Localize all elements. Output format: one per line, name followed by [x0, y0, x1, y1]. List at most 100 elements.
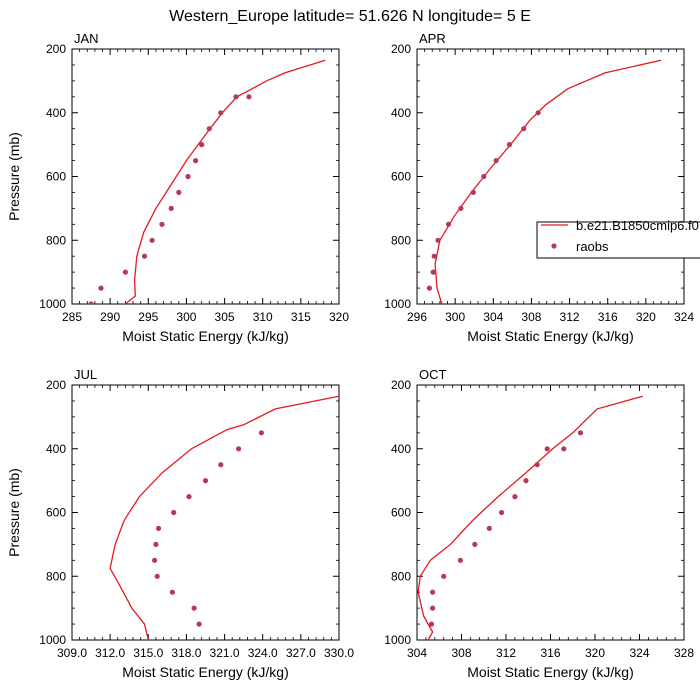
- panel-label: JUL: [74, 367, 97, 382]
- x-tick-label: 285: [62, 310, 82, 324]
- panel-oct: 304 308 312 316 320 324 328 200 400 600 800 1000 OCT…: [384, 367, 694, 680]
- obs-point: [470, 189, 476, 195]
- obs-point: [168, 205, 174, 211]
- figure-title: Western_Europe latitude= 51.626 N longit…: [169, 8, 531, 25]
- model-line: [109, 395, 339, 640]
- x-tick-label: 316: [540, 646, 560, 660]
- x-tick-label: 318.0: [171, 646, 201, 660]
- x-axis-title: Moist Static Energy (kJ/kg): [467, 328, 634, 344]
- x-tick-label: 304: [483, 310, 503, 324]
- obs-point: [193, 158, 199, 164]
- panel-jan: 285 290 295 300 305 310 315 320 200 400 600 800 1000…: [6, 31, 349, 344]
- obs-point: [472, 541, 478, 548]
- y-tick-label: 400: [46, 442, 66, 456]
- x-tick-label: 320: [636, 310, 656, 324]
- x-tick-label: 328: [674, 646, 694, 660]
- obs-point: [435, 237, 441, 243]
- y-tick-label: 1000: [384, 633, 411, 647]
- obs-point: [512, 494, 518, 500]
- panel-jul: 309.0 312.0 315.0 318.0 321.0 324.0 327.0 330.0…: [6, 367, 354, 680]
- axis-frame: [416, 384, 685, 641]
- y-tick-label: 800: [46, 233, 66, 247]
- x-tick-label: 308: [521, 310, 541, 324]
- y-tick-label: 1000: [384, 297, 411, 311]
- obs-point: [191, 605, 197, 611]
- obs-point: [523, 478, 529, 484]
- x-tick-label: 304: [407, 646, 427, 660]
- obs-point: [185, 173, 191, 180]
- obs-point: [458, 205, 464, 211]
- panel-apr: 296 300 304 308 312 316 320 324 200 400 600 800 1000…: [384, 31, 694, 344]
- obs-point: [199, 142, 205, 148]
- y-tick-label: 600: [46, 506, 66, 520]
- x-tick-label: 320: [329, 310, 349, 324]
- y-tick-label: 600: [391, 170, 411, 184]
- obs-point: [428, 621, 435, 627]
- obs-point: [535, 110, 541, 116]
- x-tick-label: 315: [291, 310, 311, 324]
- axis-frame: [71, 48, 340, 305]
- x-tick-label: 290: [100, 310, 120, 324]
- legend: b.e21.B1850cmip6.f0 raobs: [536, 218, 700, 259]
- obs-point: [155, 525, 162, 532]
- y-tick-label: 200: [391, 378, 411, 392]
- obs-point: [149, 237, 155, 243]
- obs-point: [493, 158, 499, 164]
- axis-frame: [71, 384, 340, 641]
- obs-point: [233, 94, 239, 100]
- x-tick-label: 312: [496, 646, 516, 660]
- x-tick-label: 316: [598, 310, 618, 324]
- obs-point: [153, 541, 159, 548]
- x-tick-label: 309.0: [57, 646, 87, 660]
- x-axis-title: Moist Static Energy (kJ/kg): [122, 328, 289, 344]
- plot-area: [426, 59, 662, 304]
- panels: 285 290 295 300 305 310 315 320 200 400 600 800 1000…: [6, 31, 694, 680]
- obs-point: [152, 557, 158, 563]
- y-tick-label: 1000: [39, 297, 66, 311]
- obs-point: [202, 478, 209, 484]
- x-axis-title: Moist Static Energy (kJ/kg): [122, 664, 289, 680]
- obs-point: [430, 605, 436, 611]
- obs-point: [88, 301, 94, 304]
- x-axis-title: Moist Static Energy (kJ/kg): [467, 664, 634, 680]
- obs-point: [246, 94, 252, 100]
- x-tick-label: 324.0: [248, 646, 278, 660]
- obs-point: [186, 494, 192, 500]
- legend-obs-swatch: [551, 243, 557, 249]
- x-tick-label: 312.0: [95, 646, 125, 660]
- obs-point: [521, 126, 527, 132]
- x-tick-label: 300: [445, 310, 465, 324]
- y-tick-label: 800: [46, 569, 66, 583]
- plot-area: [109, 395, 339, 640]
- y-tick-label: 800: [391, 233, 411, 247]
- obs-point: [176, 189, 182, 195]
- obs-point: [486, 525, 492, 532]
- x-tick-label: 320: [585, 646, 605, 660]
- model-line: [124, 59, 326, 304]
- x-tick-label: 300: [176, 310, 196, 324]
- y-tick-label: 200: [46, 42, 66, 56]
- obs-point: [141, 253, 148, 259]
- y-axis-title: Pressure (mb): [6, 468, 22, 557]
- x-tick-label: 312: [560, 310, 580, 324]
- model-line: [434, 59, 662, 304]
- y-axis-title: Pressure (mb): [6, 132, 22, 221]
- obs-point: [426, 285, 432, 291]
- obs-point: [577, 430, 584, 436]
- panel-label: OCT: [419, 367, 447, 382]
- y-tick-label: 400: [46, 106, 66, 120]
- obs-point: [561, 446, 567, 452]
- obs-point: [159, 221, 165, 227]
- obs-point: [457, 557, 463, 563]
- obs-point: [122, 269, 128, 275]
- legend-model-label: b.e21.B1850cmip6.f0: [576, 218, 699, 233]
- x-tick-label: 321.0: [210, 646, 240, 660]
- y-tick-label: 1000: [39, 633, 66, 647]
- obs-point: [206, 126, 212, 132]
- y-tick-label: 800: [391, 569, 411, 583]
- obs-point: [218, 110, 224, 116]
- legend-obs-label: raobs: [576, 239, 609, 254]
- x-tick-label: 324: [629, 646, 649, 660]
- x-tick-label: 310: [253, 310, 273, 324]
